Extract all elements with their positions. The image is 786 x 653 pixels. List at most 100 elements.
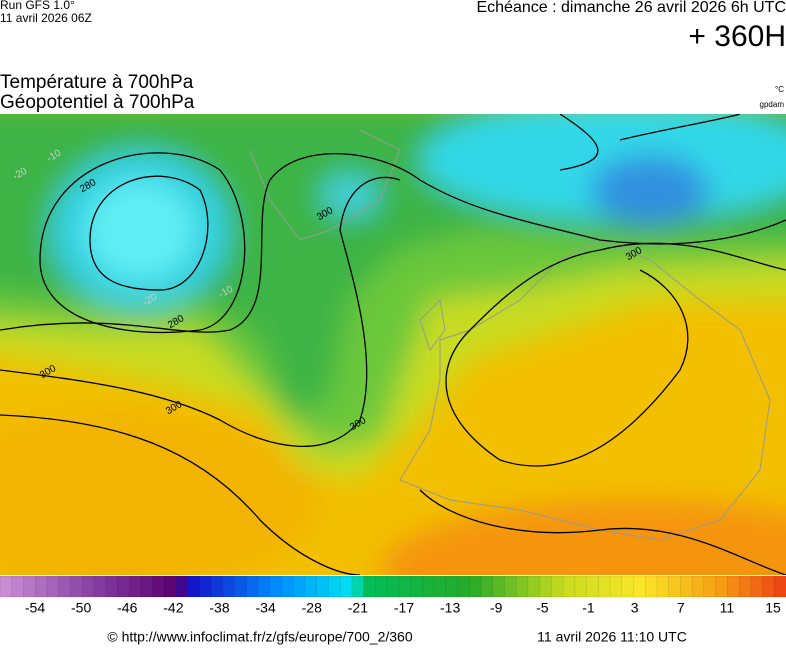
colorbar-label: -1 — [582, 600, 595, 616]
colorbar-label: 11 — [720, 600, 735, 616]
colorbar-swatch — [105, 575, 118, 598]
colorbar-swatch — [633, 575, 646, 598]
colorbar-swatch — [738, 575, 752, 598]
colorbar-swatch — [515, 575, 529, 598]
colorbar-swatch — [504, 575, 517, 598]
colorbar-swatch — [58, 575, 71, 598]
colorbar-swatch — [691, 575, 705, 598]
colorbar-swatch — [339, 575, 353, 598]
run-label: Run GFS 1.0° — [0, 0, 75, 12]
colorbar-label: -13 — [440, 600, 460, 616]
colorbar-swatch — [598, 575, 611, 598]
colorbar-swatch — [246, 575, 259, 598]
colorbar-swatch — [539, 575, 552, 598]
colorbar-swatch — [433, 575, 447, 598]
colorbar-label: -28 — [302, 600, 322, 616]
colorbar-label: -50 — [71, 600, 91, 616]
colorbar-swatch — [727, 575, 740, 598]
unit-temp: °C — [775, 85, 784, 94]
colorbar-label: 7 — [677, 600, 685, 616]
colorbar-swatch — [34, 575, 48, 598]
generation-date: 11 avril 2026 11:10 UTC — [537, 629, 687, 645]
colorbar-swatch — [469, 575, 482, 598]
colorbar: -54 -50 -46 -42 -38 -34 -28 -21 -17 -13 -9 -5 -1 3 7 11… — [0, 575, 786, 616]
colorbar-swatch — [351, 575, 365, 598]
colorbar-swatch — [46, 575, 60, 598]
title-temp: Température à 700hPa — [0, 72, 194, 93]
colorbar-swatch — [70, 575, 83, 598]
colorbar-label: -9 — [490, 600, 503, 616]
colorbar-swatch — [750, 575, 764, 598]
colorbar-swatch — [152, 575, 165, 598]
colorbar-swatch — [562, 575, 576, 598]
run-date: 11 avril 2026 06Z — [0, 11, 92, 25]
colorbar-label: -54 — [25, 600, 45, 616]
colorbar-label: -46 — [117, 600, 137, 616]
colorbar-swatch — [492, 575, 505, 598]
colorbar-swatch — [422, 575, 435, 598]
colorbar-swatch — [281, 575, 294, 598]
valid-time: Echéance : dimanche 26 avril 2026 6h UTC — [476, 0, 786, 16]
colorbar-swatch — [128, 575, 142, 598]
colorbar-swatch — [609, 575, 623, 598]
colorbar-swatch — [257, 575, 271, 598]
colorbar-swatch — [363, 575, 376, 598]
colorbar-swatch — [527, 575, 541, 598]
colorbar-swatch — [668, 575, 681, 598]
colorbar-swatch — [328, 575, 341, 598]
colorbar-label: 15 — [765, 600, 781, 616]
colorbar-swatch — [304, 575, 318, 598]
unit-geo: gpdam — [760, 100, 785, 109]
isohypses — [0, 114, 786, 575]
colorbar-swatch — [715, 575, 728, 598]
colorbar-swatch — [551, 575, 564, 598]
colorbar-label: 3 — [631, 600, 639, 616]
colorbar-swatch — [81, 575, 95, 598]
temperature-field — [0, 114, 786, 575]
colorbar-swatch — [293, 575, 306, 598]
colorbar-swatch — [586, 575, 599, 598]
coastlines — [249, 129, 771, 541]
colorbar-swatch — [445, 575, 459, 598]
colorbar-swatch — [410, 575, 423, 598]
colorbar-swatch — [210, 575, 224, 598]
colorbar-swatch — [11, 575, 25, 598]
colorbar-swatch — [480, 575, 494, 598]
colorbar-swatch — [774, 575, 786, 598]
lead-time: + 360H — [688, 20, 786, 53]
colorbar-swatch — [163, 575, 177, 598]
colorbar-label: -5 — [536, 600, 549, 616]
colorbar-swatch — [269, 575, 283, 598]
colorbar-swatch — [398, 575, 412, 598]
colorbar-swatch — [656, 575, 670, 598]
colorbar-swatch — [93, 575, 107, 598]
colorbar-label: -21 — [348, 600, 368, 616]
source-url: © http://www.infoclimat.fr/z/gfs/europe/… — [107, 629, 412, 645]
colorbar-swatch — [703, 575, 717, 598]
colorbar-swatch — [199, 575, 212, 598]
colorbar-swatch — [621, 575, 635, 598]
colorbar-label: -38 — [209, 600, 229, 616]
colorbar-label: -34 — [256, 600, 276, 616]
colorbar-swatch — [644, 575, 658, 598]
colorbar-swatch — [23, 575, 36, 598]
colorbar-swatch — [762, 575, 775, 598]
colorbar-swatch — [574, 575, 588, 598]
colorbar-swatch — [187, 575, 200, 598]
colorbar-swatch — [222, 575, 236, 598]
colorbar-swatch — [386, 575, 400, 598]
colorbar-swatch — [140, 575, 154, 598]
colorbar-swatch — [175, 575, 189, 598]
colorbar-label: -17 — [394, 600, 414, 616]
colorbar-swatch — [0, 575, 13, 598]
colorbar-swatch — [117, 575, 130, 598]
colorbar-swatch — [457, 575, 470, 598]
colorbar-swatch — [375, 575, 388, 598]
colorbar-label: -42 — [163, 600, 183, 616]
colorbar-swatch — [680, 575, 693, 598]
colorbar-swatch — [316, 575, 330, 598]
colorbar-swatch — [234, 575, 247, 598]
title-geo: Géopotentiel à 700hPa — [0, 92, 195, 113]
